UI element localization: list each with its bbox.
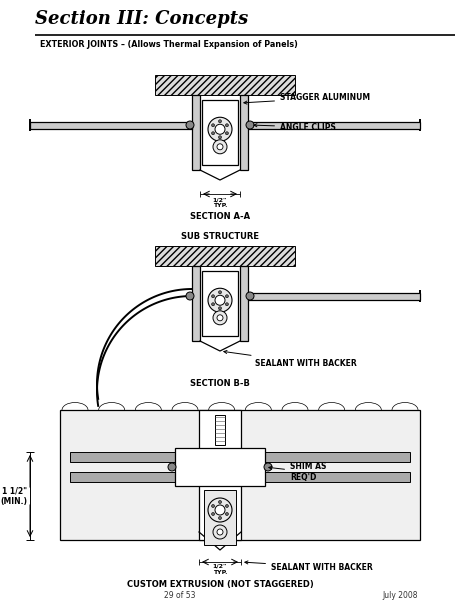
Circle shape — [213, 311, 227, 325]
Circle shape — [211, 124, 215, 127]
Circle shape — [219, 306, 221, 310]
Bar — [240, 266, 248, 341]
Circle shape — [208, 498, 232, 522]
Circle shape — [215, 124, 225, 134]
Text: SUB STRUCTURE: SUB STRUCTURE — [181, 232, 259, 241]
Circle shape — [211, 295, 215, 298]
Bar — [60, 410, 420, 540]
Bar — [202, 271, 238, 336]
Text: STAGGER ALUMINUM: STAGGER ALUMINUM — [244, 94, 370, 104]
Circle shape — [219, 135, 221, 139]
Circle shape — [215, 505, 225, 515]
Circle shape — [217, 315, 223, 321]
Text: 29 of 53: 29 of 53 — [164, 591, 196, 600]
Bar — [192, 266, 200, 341]
Bar — [155, 75, 295, 95]
Bar — [155, 246, 295, 266]
Circle shape — [215, 295, 225, 305]
Circle shape — [211, 504, 215, 508]
Circle shape — [226, 504, 228, 508]
Circle shape — [217, 144, 223, 150]
Bar — [175, 448, 265, 486]
Circle shape — [168, 463, 176, 471]
Text: July 2008: July 2008 — [382, 591, 418, 600]
Circle shape — [217, 529, 223, 535]
Bar — [204, 490, 236, 545]
Bar — [215, 415, 225, 445]
Circle shape — [226, 124, 228, 127]
Text: ANGLE CLIPS: ANGLE CLIPS — [254, 123, 336, 132]
Circle shape — [213, 140, 227, 154]
Circle shape — [208, 288, 232, 312]
Bar — [192, 95, 200, 170]
Circle shape — [213, 525, 227, 539]
Bar — [248, 293, 420, 300]
Bar — [248, 122, 420, 129]
Circle shape — [226, 295, 228, 298]
Text: SHIM AS
REQ'D: SHIM AS REQ'D — [269, 462, 327, 482]
Bar — [30, 122, 192, 129]
Text: SECTION A-A: SECTION A-A — [190, 212, 250, 221]
Bar — [70, 452, 410, 462]
Text: SECTION B-B: SECTION B-B — [190, 379, 250, 388]
Circle shape — [219, 120, 221, 123]
Circle shape — [226, 132, 228, 135]
Text: 1 1/2"
(MIN.): 1 1/2" (MIN.) — [0, 486, 27, 506]
Circle shape — [211, 132, 215, 135]
Circle shape — [264, 463, 272, 471]
Bar — [199, 410, 241, 540]
Circle shape — [246, 292, 254, 300]
Circle shape — [211, 512, 215, 516]
Circle shape — [226, 512, 228, 516]
Bar — [240, 95, 248, 170]
Circle shape — [186, 121, 194, 129]
Text: 1/2"
TYP.: 1/2" TYP. — [213, 197, 227, 208]
Text: Section III: Concepts: Section III: Concepts — [35, 10, 248, 28]
Circle shape — [246, 121, 254, 129]
Circle shape — [219, 517, 221, 519]
Bar — [70, 472, 410, 482]
Circle shape — [211, 303, 215, 306]
Text: CUSTOM EXTRUSION (NOT STAGGERED): CUSTOM EXTRUSION (NOT STAGGERED) — [127, 580, 313, 589]
Circle shape — [208, 117, 232, 141]
Circle shape — [219, 291, 221, 294]
Circle shape — [226, 303, 228, 306]
Circle shape — [219, 500, 221, 503]
Text: 1/2"
TYP.: 1/2" TYP. — [213, 564, 227, 575]
Text: SEALANT WITH BACKER: SEALANT WITH BACKER — [245, 561, 373, 571]
Bar — [202, 100, 238, 165]
Text: EXTERIOR JOINTS – (Allows Thermal Expansion of Panels): EXTERIOR JOINTS – (Allows Thermal Expans… — [40, 40, 298, 49]
Circle shape — [186, 292, 194, 300]
Text: SEALANT WITH BACKER: SEALANT WITH BACKER — [224, 351, 357, 368]
